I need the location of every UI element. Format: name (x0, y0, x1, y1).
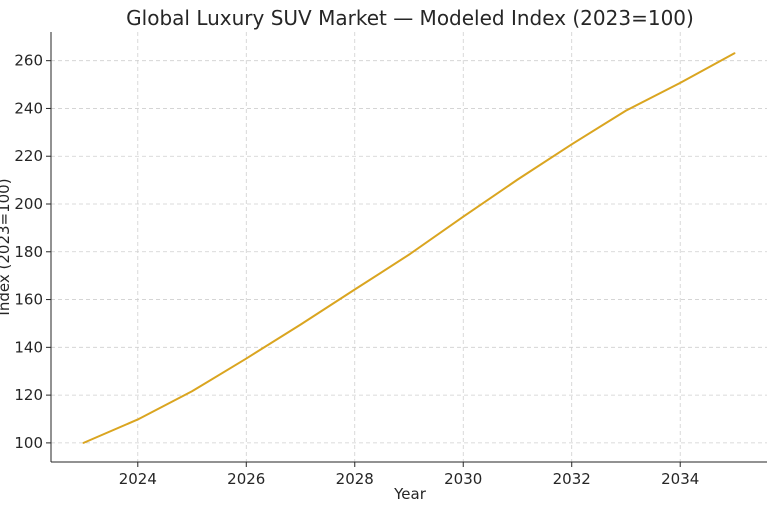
series-line (82, 52, 736, 444)
chart-title: Global Luxury SUV Market — Modeled Index… (126, 6, 694, 30)
x-tick-label: 2030 (444, 470, 482, 488)
y-tick-label: 120 (14, 386, 43, 404)
axes (50, 32, 767, 463)
x-axis-label: Year (393, 485, 427, 503)
y-tick-label: 140 (14, 338, 43, 356)
x-tick-label: 2034 (661, 470, 699, 488)
ticks: 2024 2026 2028 2030 2032 2034 100 120 140 160 180 2… (14, 52, 699, 488)
y-tick-label: 100 (14, 434, 43, 452)
y-tick-label: 260 (14, 52, 43, 70)
y-tick-label: 160 (14, 291, 43, 309)
x-tick-label: 2024 (119, 470, 157, 488)
y-tick-label: 200 (14, 195, 43, 213)
series (82, 52, 736, 444)
x-tick-label: 2032 (553, 470, 591, 488)
x-tick-label: 2028 (336, 470, 374, 488)
y-tick-label: 180 (14, 243, 43, 261)
y-tick-label: 240 (14, 99, 43, 117)
grid (51, 32, 767, 462)
y-axis-label: Index (2023=100) (0, 178, 13, 315)
y-tick-label: 220 (14, 147, 43, 165)
x-tick-label: 2026 (227, 470, 265, 488)
